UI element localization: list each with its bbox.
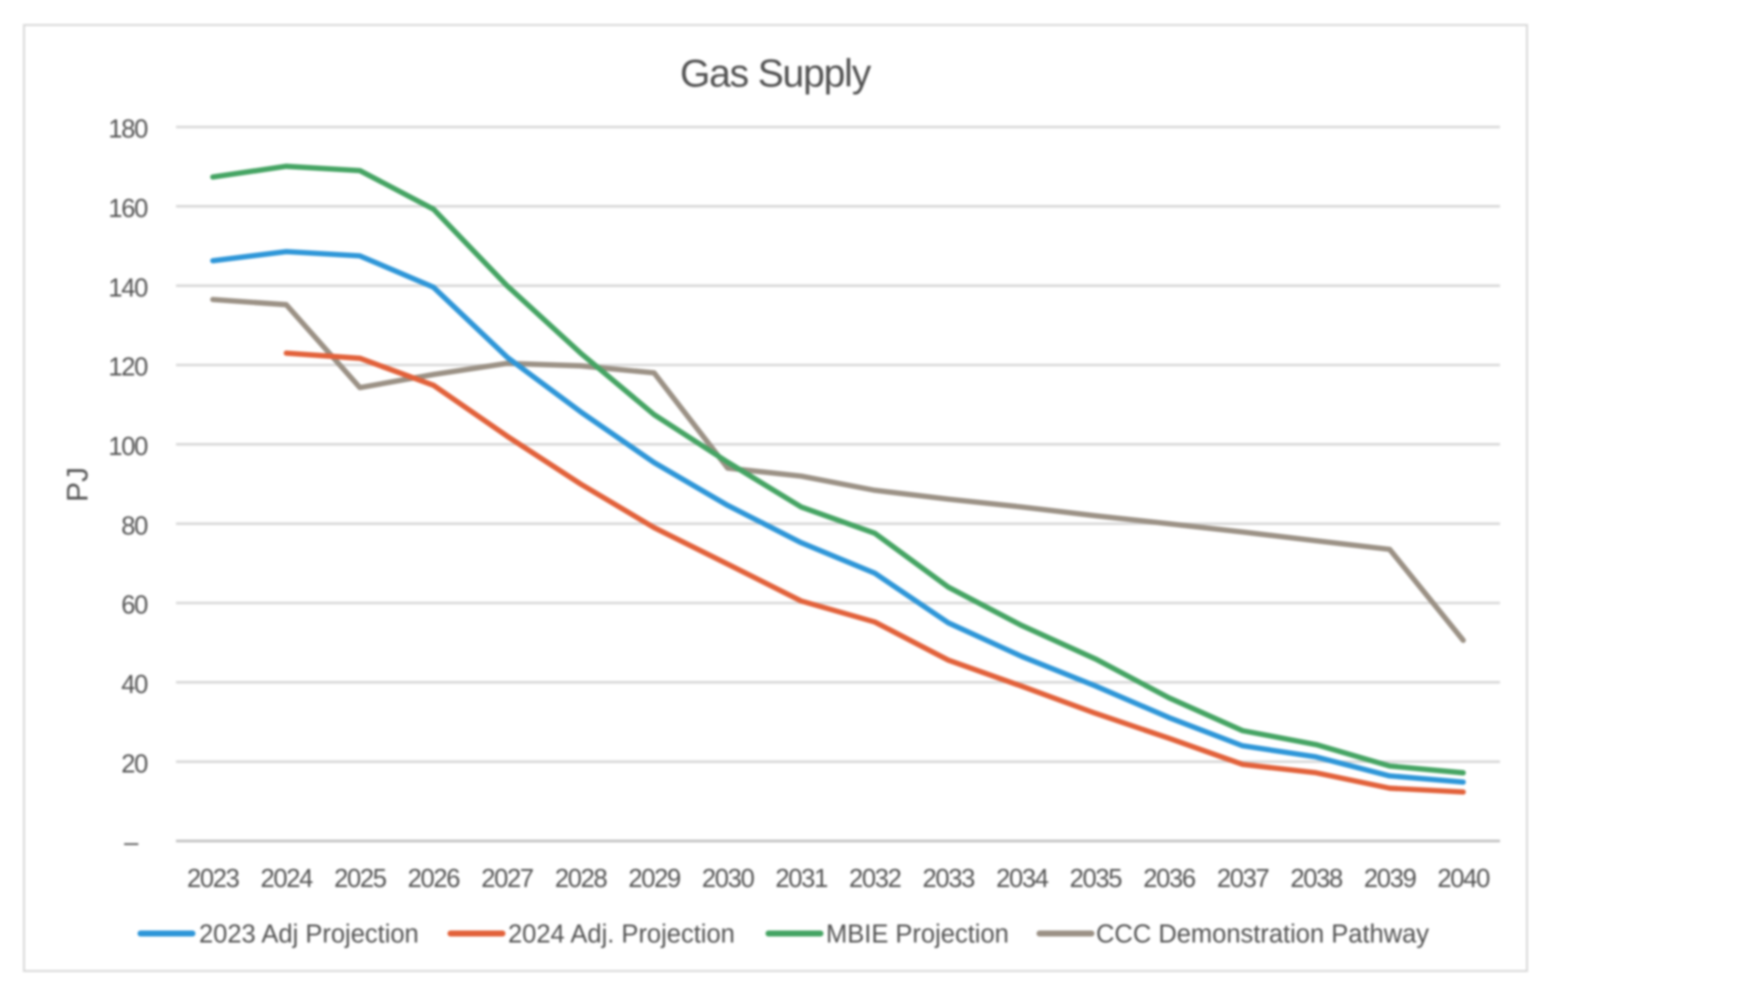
svg-text:2023 Adj Projection: 2023 Adj Projection xyxy=(199,921,419,949)
svg-text:2034: 2034 xyxy=(996,865,1049,893)
svg-text:180: 180 xyxy=(108,116,148,144)
svg-text:2025: 2025 xyxy=(334,865,387,893)
svg-text:2026: 2026 xyxy=(408,865,461,893)
svg-text:2039: 2039 xyxy=(1364,865,1416,893)
svg-text:2023: 2023 xyxy=(187,865,240,893)
svg-text:Gas Supply: Gas Supply xyxy=(680,53,872,96)
svg-text:PJ: PJ xyxy=(62,467,95,502)
svg-text:120: 120 xyxy=(108,354,148,382)
svg-text:2030: 2030 xyxy=(702,865,755,893)
svg-text:MBIE Projection: MBIE Projection xyxy=(826,921,1009,949)
svg-text:CCC Demonstration Pathway: CCC Demonstration Pathway xyxy=(1096,921,1429,949)
svg-text:2040: 2040 xyxy=(1437,865,1490,893)
svg-text:2027: 2027 xyxy=(481,865,533,893)
svg-text:20: 20 xyxy=(121,750,148,778)
svg-text:100: 100 xyxy=(108,433,148,461)
svg-text:60: 60 xyxy=(121,592,148,620)
svg-text:80: 80 xyxy=(121,512,148,540)
svg-text:160: 160 xyxy=(108,195,148,223)
svg-text:–: – xyxy=(124,829,139,857)
svg-text:40: 40 xyxy=(121,671,148,699)
svg-text:2035: 2035 xyxy=(1070,865,1123,893)
svg-text:2031: 2031 xyxy=(775,865,827,893)
svg-text:140: 140 xyxy=(108,274,148,302)
svg-text:2033: 2033 xyxy=(923,865,976,893)
svg-text:2037: 2037 xyxy=(1217,865,1269,893)
svg-text:2032: 2032 xyxy=(849,865,901,893)
svg-text:2029: 2029 xyxy=(628,865,680,893)
svg-text:2024: 2024 xyxy=(261,865,314,893)
svg-text:2038: 2038 xyxy=(1290,865,1343,893)
svg-text:2036: 2036 xyxy=(1143,865,1196,893)
svg-text:2024 Adj. Projection: 2024 Adj. Projection xyxy=(508,921,735,949)
svg-text:2028: 2028 xyxy=(555,865,608,893)
